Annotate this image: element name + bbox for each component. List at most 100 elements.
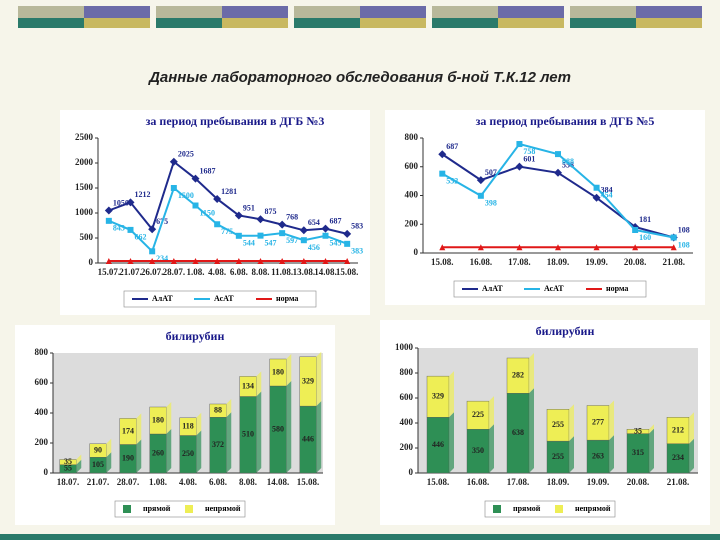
data-label: 583: [351, 222, 363, 231]
bar-side: [196, 412, 202, 436]
bar-side: [689, 412, 694, 444]
data-label: 277: [592, 418, 604, 427]
legend: АлАТ АсАТ норма: [453, 280, 647, 298]
data-label: 329: [432, 392, 444, 401]
y-tick-label: 400: [400, 417, 414, 427]
x-tick-label: 17.08.: [507, 477, 530, 487]
marker: [300, 258, 307, 264]
data-label: 282: [512, 370, 524, 379]
bar-side: [489, 396, 494, 430]
marker: [148, 225, 157, 234]
bar-side: [166, 402, 172, 434]
chart: билирубин 0 200 400 600 800 18.07. 21.07. 28.07.…: [15, 325, 335, 525]
y-tick-label: 600: [35, 377, 49, 387]
data-label: 580: [272, 424, 284, 433]
legend-box: [484, 500, 616, 518]
marker: [300, 237, 307, 244]
bar-side: [316, 351, 322, 407]
x-tick-label: 18.07.: [57, 477, 80, 487]
data-label: 2025: [178, 150, 194, 159]
bar-side: [649, 428, 654, 473]
marker: [127, 258, 134, 264]
y-tick-label: 0: [409, 467, 414, 477]
y-tick-label: 0: [44, 467, 49, 477]
marker: [321, 224, 330, 233]
data-label: 350: [472, 446, 484, 455]
x-tick-label: 1.08.: [187, 267, 205, 277]
x-tick-label: 1.08.: [149, 477, 167, 487]
x-tick-label: 26.07.: [141, 267, 164, 277]
bar-side: [569, 404, 574, 442]
marker: [632, 244, 639, 251]
marker: [105, 217, 112, 224]
bar-side: [529, 353, 534, 394]
data-label: 758: [523, 147, 535, 156]
y-tick-label: 800: [405, 132, 419, 142]
y-tick-label: 400: [35, 407, 49, 417]
data-label: 250: [182, 449, 194, 458]
data-label: 190: [122, 454, 134, 463]
data-label: 108: [678, 240, 690, 249]
data-label: 118: [182, 421, 194, 430]
legend-box: [123, 290, 317, 308]
legend-swatch: [185, 505, 193, 513]
marker: [278, 220, 287, 229]
bar-side: [569, 436, 574, 473]
data-label: 55: [64, 464, 72, 473]
x-tick-label: 18.09.: [547, 257, 570, 267]
x-tick-label: 18.09.: [547, 477, 570, 487]
x-tick-label: 19.09.: [585, 257, 608, 267]
legend-label: АсАТ: [214, 294, 234, 303]
x-tick-label: 8.08.: [252, 267, 270, 277]
data-label: 329: [302, 376, 314, 385]
data-label: 180: [272, 367, 284, 376]
marker: [344, 258, 351, 264]
data-label: 768: [286, 212, 298, 221]
x-tick-label: 15.08.: [427, 477, 450, 487]
x-tick-label: 17.08.: [508, 257, 531, 267]
data-label: 775: [221, 227, 233, 236]
data-label: 160: [639, 233, 651, 242]
y-tick-label: 200: [405, 218, 419, 228]
bar-side: [286, 354, 292, 386]
data-label: 372: [212, 440, 224, 449]
data-label: 601: [523, 154, 535, 163]
marker: [439, 170, 446, 177]
marker: [257, 232, 264, 239]
x-tick-label: 15.08.: [431, 257, 454, 267]
slide-title: Данные лабораторного обследования б-ной …: [147, 69, 571, 86]
x-tick-label: 21.07.: [119, 267, 142, 277]
bar-side: [449, 412, 454, 473]
data-label: 510: [242, 430, 254, 439]
chart-title: за период пребывания в ДГБ №3: [146, 114, 325, 128]
legend-swatch: [123, 505, 131, 513]
chart-title: билирубин: [166, 329, 225, 343]
marker: [213, 194, 222, 203]
bar-side: [166, 429, 172, 473]
data-label: 212: [672, 425, 684, 434]
marker: [515, 162, 524, 171]
data-label: 105: [92, 460, 104, 469]
data-label: 558: [562, 161, 574, 170]
legend-label: прямой: [143, 504, 171, 513]
header-decoration: [0, 6, 720, 540]
marker: [235, 258, 242, 264]
line: [108, 186, 348, 254]
legend-label: непрямой: [575, 504, 611, 513]
y-tick-label: 1000: [395, 342, 414, 352]
marker: [149, 258, 156, 264]
data-label: 687: [446, 142, 458, 151]
x-tick-label: 14.08.: [267, 477, 290, 487]
y-tick-label: 200: [35, 437, 49, 447]
marker: [554, 168, 562, 177]
marker: [516, 244, 523, 251]
data-label: 507: [485, 168, 497, 177]
data-label: 134: [242, 381, 254, 390]
legend-label: норма: [606, 284, 628, 293]
marker: [104, 206, 113, 215]
y-tick-label: 600: [400, 392, 414, 402]
data-label: 234: [672, 453, 684, 462]
data-label: 544: [243, 239, 255, 248]
bar-side: [76, 454, 82, 465]
y-tick-label: 800: [400, 367, 414, 377]
